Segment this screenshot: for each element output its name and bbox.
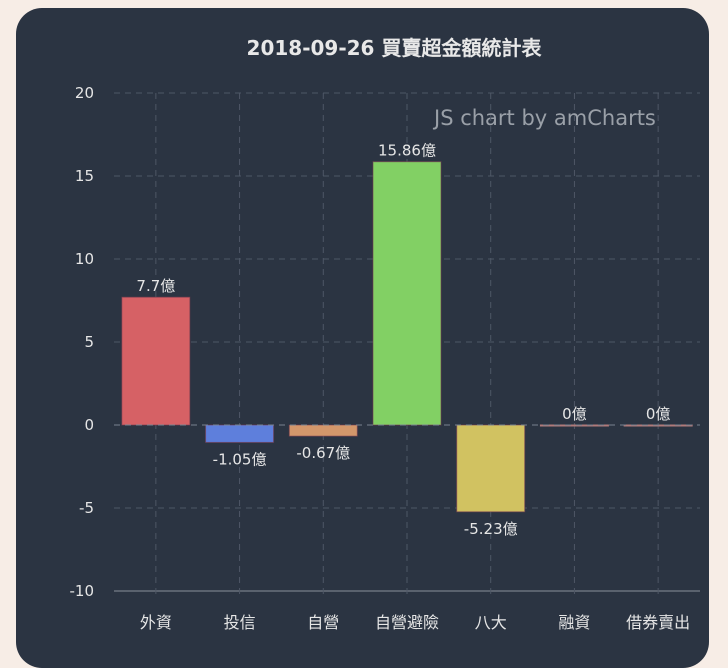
y-axis-tick-label: 0: [84, 416, 94, 434]
bar-value-label: 0億: [646, 405, 671, 423]
bar-value-label: 15.86億: [378, 142, 436, 160]
x-axis-category-label: 自營避險: [375, 613, 439, 632]
bar[interactable]: [372, 161, 442, 426]
x-axis-category-label: 八大: [475, 613, 507, 632]
x-axis-category-label: 融資: [558, 613, 590, 632]
y-axis-tick-label: -5: [79, 499, 94, 517]
bar[interactable]: [205, 424, 275, 443]
y-axis-tick-label: 5: [84, 333, 94, 351]
x-axis-category-label: 自營: [307, 613, 339, 632]
y-axis-tick-label: -10: [70, 582, 95, 600]
bar-value-label: -0.67億: [296, 444, 350, 462]
bar[interactable]: [121, 296, 191, 426]
amcharts-credit-link[interactable]: JS chart by amCharts: [434, 106, 656, 130]
bar-value-label: 7.7億: [136, 277, 175, 295]
y-axis-tick-label: 15: [75, 167, 94, 185]
bar[interactable]: [288, 424, 358, 437]
bar[interactable]: [539, 424, 609, 427]
bar-value-label: -1.05億: [213, 450, 267, 468]
x-axis-category-label: 投信: [224, 613, 256, 632]
x-axis-category-label: 借券賣出: [626, 613, 690, 632]
bar[interactable]: [456, 424, 526, 513]
bar-value-label: -5.23億: [464, 520, 518, 538]
x-axis-category-label: 外資: [140, 613, 172, 632]
chart-title: 2018-09-26 買賣超金額統計表: [246, 36, 542, 60]
y-axis-tick-label: 10: [75, 250, 94, 268]
bar-value-label: 0億: [562, 405, 587, 423]
y-axis-tick-label: 20: [75, 84, 94, 102]
